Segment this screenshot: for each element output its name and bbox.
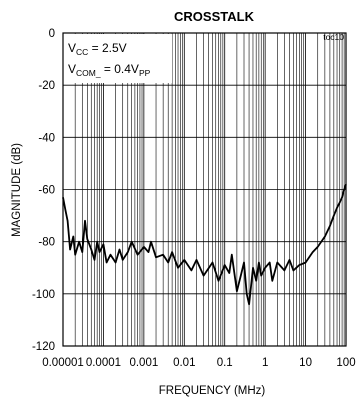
x-axis-label: FREQUENCY (MHz) bbox=[159, 385, 266, 397]
x-tick-label: 10 bbox=[299, 357, 312, 369]
crosstalk-series-line bbox=[62, 184, 347, 306]
x-tick-label: 100 bbox=[336, 357, 355, 369]
chart-title: CROSSTALK bbox=[174, 9, 255, 24]
x-tick-label: 0.00001 bbox=[42, 357, 84, 369]
annotation-box bbox=[64, 34, 172, 83]
plot-border bbox=[62, 32, 347, 347]
y-tick-label: -20 bbox=[38, 80, 55, 92]
y-tick-label: 0 bbox=[49, 28, 55, 40]
annotation-text: VCOM_ = 0.4VPP bbox=[68, 62, 151, 78]
x-tick-label: 0.01 bbox=[173, 357, 195, 369]
y-tick-label: -80 bbox=[38, 237, 55, 249]
y-tick-label: -40 bbox=[38, 132, 55, 144]
x-tick-label: 0.0001 bbox=[86, 357, 121, 369]
x-tick-label: 1 bbox=[262, 357, 268, 369]
x-tick-label: 0.001 bbox=[129, 357, 158, 369]
y-tick-label: -100 bbox=[32, 289, 55, 301]
annotation-text: VCC = 2.5V bbox=[68, 41, 127, 57]
chart-tag: toc10 bbox=[323, 32, 344, 42]
y-tick-label: -120 bbox=[32, 341, 55, 353]
x-tick-label: 0.1 bbox=[217, 357, 233, 369]
y-tick-label: -60 bbox=[38, 185, 55, 197]
y-axis-label: MAGNITUDE (dB) bbox=[11, 143, 23, 237]
